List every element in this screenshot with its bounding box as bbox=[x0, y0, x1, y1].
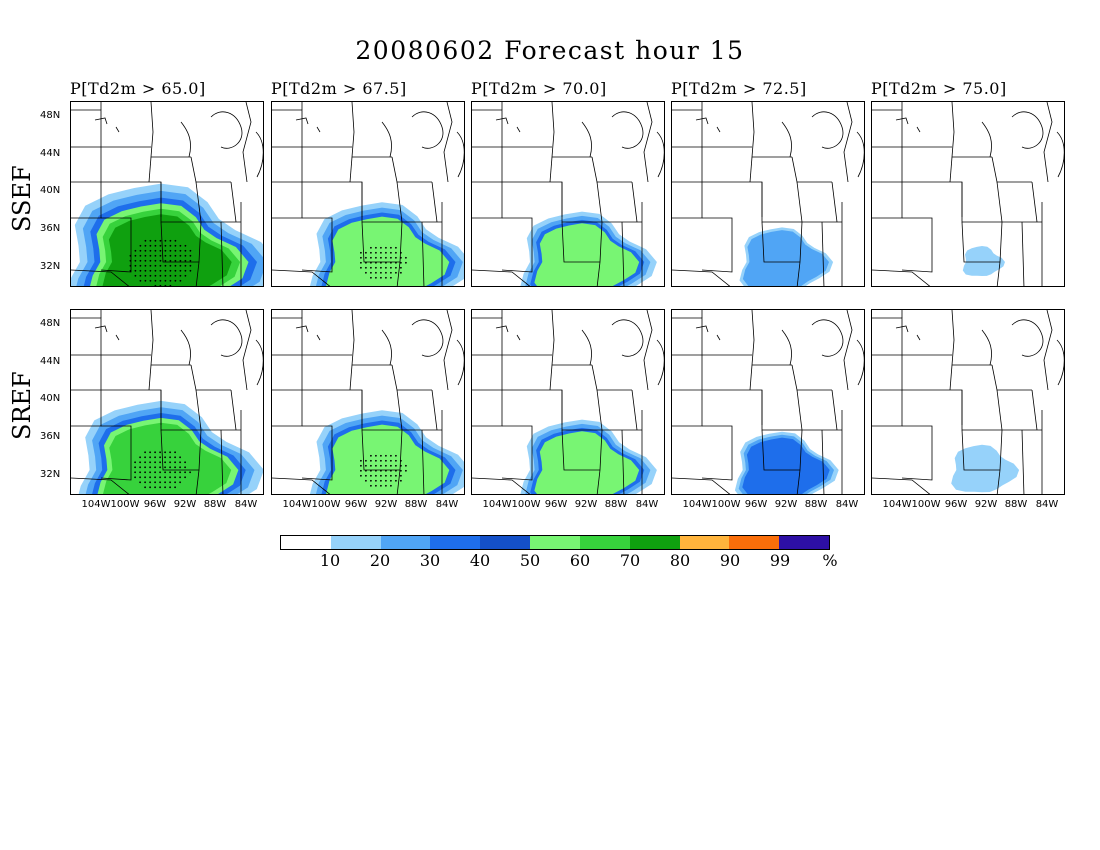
map-panel-sref-4 bbox=[671, 309, 865, 495]
colorbar-label: 80 bbox=[669, 551, 691, 570]
colorbar-swatch bbox=[480, 536, 531, 549]
lon-tick-label: 96W bbox=[544, 499, 568, 510]
colorbar-label: 99 bbox=[769, 551, 791, 570]
lon-tick-label: 92W bbox=[774, 499, 798, 510]
lon-tick-label: 84W bbox=[234, 499, 258, 510]
map-panel-ssef-1 bbox=[70, 101, 264, 287]
lon-tick-label: 96W bbox=[344, 499, 368, 510]
colorbar-swatch bbox=[629, 536, 680, 549]
colorbar-label: 40 bbox=[469, 551, 491, 570]
lon-tick-label: 88W bbox=[804, 499, 828, 510]
lat-tick-label: 48N bbox=[40, 318, 61, 329]
lon-tick-label: 100W bbox=[711, 499, 741, 510]
colorbar-label: 90 bbox=[719, 551, 741, 570]
lon-tick-label: 88W bbox=[404, 499, 428, 510]
colorbar-swatch bbox=[779, 536, 829, 549]
map-panel-sref-2 bbox=[271, 309, 465, 495]
lat-tick-label: 48N bbox=[40, 110, 61, 121]
lon-tick-label: 100W bbox=[911, 499, 941, 510]
colorbar-label: % bbox=[822, 551, 838, 570]
colorbar-swatch bbox=[380, 536, 431, 549]
lat-tick-label: 40N bbox=[40, 393, 61, 404]
colorbar-swatch bbox=[729, 536, 780, 549]
map-panel-ssef-3 bbox=[471, 101, 665, 287]
figure-title: 20080602 Forecast hour 15 bbox=[355, 36, 745, 65]
lon-tick-label: 100W bbox=[511, 499, 541, 510]
colorbar-label: 20 bbox=[369, 551, 391, 570]
lat-tick-label: 32N bbox=[40, 469, 61, 480]
colorbar-swatch bbox=[430, 536, 481, 549]
lon-tick-label: 84W bbox=[435, 499, 459, 510]
panel-title-1: P[Td2m > 65.0] bbox=[70, 79, 206, 98]
colorbar-label: 60 bbox=[569, 551, 591, 570]
colorbar-swatch bbox=[330, 536, 381, 549]
lon-tick-label: 104W bbox=[482, 499, 512, 510]
map-panel-sref-5 bbox=[871, 309, 1065, 495]
lon-tick-label: 96W bbox=[744, 499, 768, 510]
row-label-ssef: SSEF bbox=[8, 165, 36, 232]
colorbar-swatch bbox=[530, 536, 580, 549]
lon-tick-label: 96W bbox=[143, 499, 167, 510]
panel-title-5: P[Td2m > 75.0] bbox=[871, 79, 1007, 98]
lon-tick-label: 84W bbox=[1035, 499, 1059, 510]
lat-tick-label: 36N bbox=[40, 223, 61, 234]
lon-tick-label: 104W bbox=[882, 499, 912, 510]
lon-tick-label: 88W bbox=[1004, 499, 1028, 510]
colorbar bbox=[280, 535, 830, 550]
lat-tick-label: 36N bbox=[40, 431, 61, 442]
lon-tick-label: 92W bbox=[574, 499, 598, 510]
panel-title-3: P[Td2m > 70.0] bbox=[471, 79, 607, 98]
lon-tick-label: 100W bbox=[110, 499, 140, 510]
colorbar-swatch bbox=[281, 536, 331, 549]
colorbar-label: 70 bbox=[619, 551, 641, 570]
lon-tick-label: 100W bbox=[311, 499, 341, 510]
lon-tick-label: 96W bbox=[944, 499, 968, 510]
colorbar-label: 10 bbox=[319, 551, 341, 570]
lon-tick-label: 92W bbox=[974, 499, 998, 510]
panel-title-2: P[Td2m > 67.5] bbox=[271, 79, 407, 98]
map-panel-ssef-5 bbox=[871, 101, 1065, 287]
lon-tick-label: 84W bbox=[835, 499, 859, 510]
colorbar-swatch bbox=[679, 536, 730, 549]
map-panel-ssef-4 bbox=[671, 101, 865, 287]
lat-tick-label: 44N bbox=[40, 148, 61, 159]
lat-tick-label: 44N bbox=[40, 356, 61, 367]
lon-tick-label: 92W bbox=[173, 499, 197, 510]
colorbar-swatch bbox=[579, 536, 630, 549]
map-panel-sref-1 bbox=[70, 309, 264, 495]
lat-tick-label: 40N bbox=[40, 185, 61, 196]
lon-tick-label: 104W bbox=[81, 499, 111, 510]
lon-tick-label: 104W bbox=[282, 499, 312, 510]
lon-tick-label: 88W bbox=[203, 499, 227, 510]
lon-tick-label: 84W bbox=[635, 499, 659, 510]
row-label-sref: SREF bbox=[8, 371, 36, 440]
lon-tick-label: 104W bbox=[682, 499, 712, 510]
map-panel-ssef-2 bbox=[271, 101, 465, 287]
colorbar-label: 30 bbox=[419, 551, 441, 570]
panel-title-4: P[Td2m > 72.5] bbox=[671, 79, 807, 98]
lon-tick-label: 88W bbox=[604, 499, 628, 510]
colorbar-label: 50 bbox=[519, 551, 541, 570]
lon-tick-label: 92W bbox=[374, 499, 398, 510]
lat-tick-label: 32N bbox=[40, 261, 61, 272]
map-panel-sref-3 bbox=[471, 309, 665, 495]
